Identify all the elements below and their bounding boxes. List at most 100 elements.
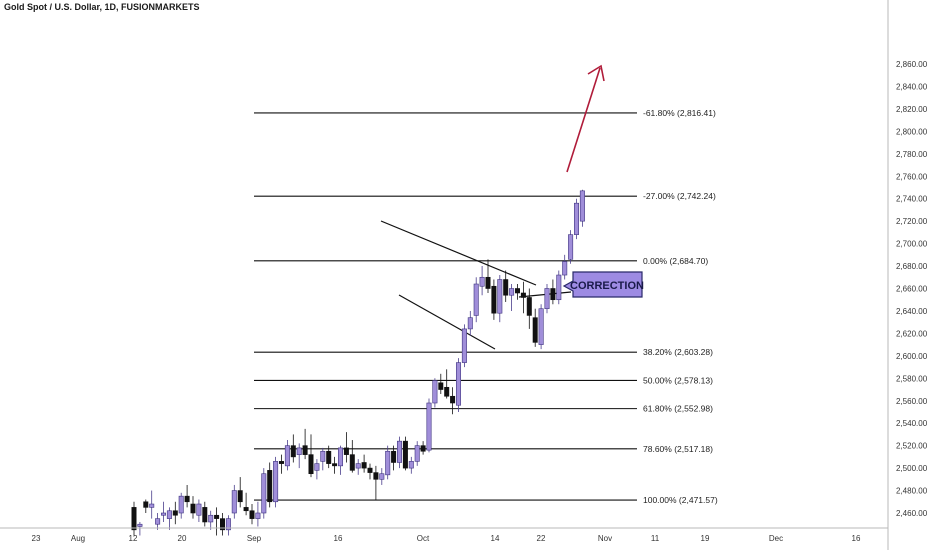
candle-down: [450, 395, 456, 404]
y-tick-label: 2,860.00: [896, 60, 928, 69]
candle-up: [385, 450, 391, 476]
y-tick-label: 2,600.00: [896, 352, 928, 361]
candle-up: [314, 463, 320, 471]
y-tick-label: 2,820.00: [896, 105, 928, 114]
candle-down: [237, 490, 243, 503]
y-tick-label: 2,500.00: [896, 464, 928, 473]
y-tick-label: 2,740.00: [896, 195, 928, 204]
candle-up: [396, 440, 402, 463]
candle-down: [308, 454, 314, 475]
y-tick-label: 2,800.00: [896, 127, 928, 136]
y-tick-label: 2,620.00: [896, 329, 928, 338]
candle-up: [137, 523, 143, 527]
candle-down: [249, 510, 255, 519]
candle-up: [320, 450, 326, 462]
x-tick-label: 12: [129, 534, 138, 543]
y-tick-label: 2,720.00: [896, 217, 928, 226]
candle-up: [273, 461, 279, 503]
candle-up: [432, 380, 438, 404]
candle-up: [568, 234, 574, 260]
candle-up: [455, 362, 461, 406]
x-tick-label: Nov: [598, 534, 612, 543]
candle-up: [509, 288, 515, 296]
channel-lower-line: [398, 294, 496, 350]
candle-down: [373, 472, 379, 480]
fib-level-label: 50.00% (2,578.13): [643, 375, 713, 385]
candle-up: [225, 518, 231, 531]
fib-level-label: -27.00% (2,742.24): [643, 191, 716, 201]
candle-up: [155, 518, 161, 525]
candle-up: [296, 447, 302, 455]
callout-text: CORRECTION: [570, 280, 644, 292]
x-tick-label: Oct: [417, 534, 430, 543]
fib-levels: -61.80% (2,816.41) -27.00% (2,742.24) 0.00…: [254, 108, 718, 505]
chart-title: Gold Spot / U.S. Dollar, 1D, FUSIONMARKE…: [4, 2, 200, 12]
channel-upper-line: [380, 220, 537, 286]
candles: [131, 189, 585, 536]
candle-up: [538, 308, 544, 345]
candle-down: [214, 514, 220, 519]
candle-down: [267, 470, 273, 503]
candle-down: [444, 386, 450, 397]
candle-up: [414, 445, 420, 462]
candle-down: [391, 450, 397, 463]
x-tick-label: Sep: [247, 534, 262, 543]
candle-up: [473, 283, 479, 316]
candle-down: [420, 445, 426, 452]
x-axis: 23 Aug 12 20 Sep 16 Oct 14 22 Nov 11 19 Dec 16: [0, 527, 888, 543]
candle-down: [131, 507, 137, 531]
y-tick-label: 2,540.00: [896, 419, 928, 428]
candle-up: [178, 495, 184, 514]
candle-up: [562, 261, 568, 276]
y-tick-label: 2,780.00: [896, 150, 928, 159]
candle-up: [284, 445, 290, 467]
x-tick-label: 11: [651, 534, 660, 543]
correction-callout: CORRECTION: [562, 271, 644, 298]
candle-down: [491, 285, 497, 314]
candle-down: [290, 445, 296, 458]
candle-down: [503, 279, 509, 296]
y-tick-label: 2,680.00: [896, 262, 928, 271]
candle-up: [161, 512, 167, 516]
candle-up: [544, 288, 550, 310]
candle-up: [408, 461, 414, 469]
y-tick-label: 2,840.00: [896, 82, 928, 91]
candle-up: [379, 473, 385, 480]
y-tick-label: 2,700.00: [896, 240, 928, 249]
y-axis: 2,460.00 2,480.00 2,500.00 2,520.00 2,540.00…: [887, 0, 928, 550]
candle-down: [532, 317, 538, 343]
projection-arrowhead: [587, 64, 605, 82]
candle-down: [184, 495, 190, 503]
candle-up: [149, 503, 155, 508]
candle-up: [208, 514, 214, 523]
candle-down: [332, 463, 338, 467]
y-tick-label: 2,520.00: [896, 442, 928, 451]
candle-up: [231, 490, 237, 514]
candle-down: [326, 450, 332, 464]
candle-down: [438, 382, 444, 390]
fib-level-label: 61.80% (2,552.98): [643, 404, 713, 414]
x-tick-label: 23: [32, 534, 41, 543]
candle-up: [467, 317, 473, 330]
x-tick-label: 22: [537, 534, 546, 543]
fib-level-label: 78.60% (2,517.18): [643, 444, 713, 454]
x-tick-label: 16: [852, 534, 861, 543]
candle-down: [302, 445, 308, 455]
x-tick-label: 16: [334, 534, 343, 543]
candle-up: [556, 274, 562, 301]
candle-up: [255, 512, 261, 519]
candle-down: [243, 507, 249, 512]
candle-up: [355, 463, 361, 469]
y-tick-label: 2,760.00: [896, 172, 928, 181]
x-tick-label: Aug: [71, 534, 85, 543]
candle-down: [485, 276, 491, 289]
candle-up: [166, 510, 172, 519]
x-tick-label: 19: [701, 534, 710, 543]
candle-up: [196, 503, 202, 516]
candle-down: [367, 467, 373, 473]
candle-down: [402, 440, 408, 469]
candle-up: [426, 402, 432, 451]
y-tick-label: 2,580.00: [896, 374, 928, 383]
candle-up: [337, 447, 343, 467]
